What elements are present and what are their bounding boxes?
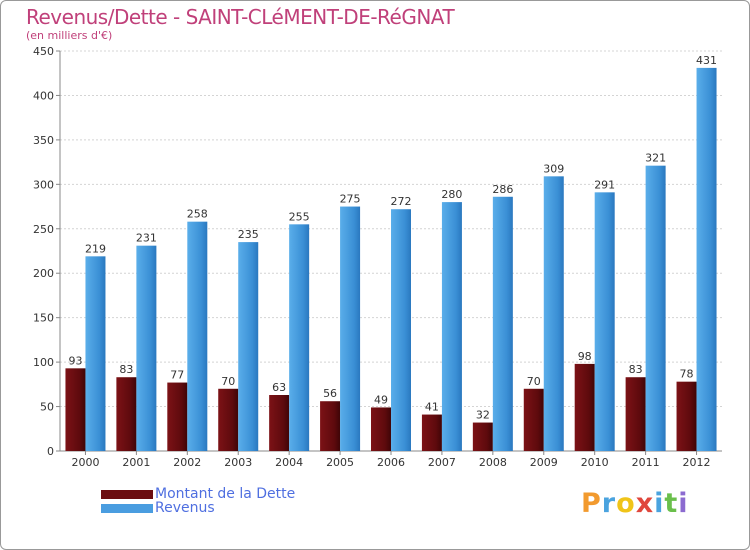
data-label: 291 [594, 178, 615, 191]
data-label: 309 [543, 162, 564, 175]
data-label: 431 [696, 54, 717, 67]
data-label: 235 [238, 228, 259, 241]
data-label: 272 [391, 195, 412, 208]
bar-dette [523, 388, 544, 451]
data-label: 83 [119, 363, 133, 376]
x-tick-label: 2007 [428, 456, 456, 469]
data-label: 98 [578, 350, 592, 363]
x-tick-label: 2005 [326, 456, 354, 469]
bar-dette [625, 377, 646, 451]
bar-dette [421, 414, 442, 451]
axes: 0 50 100 150 200 250 300 350 400 450 2000 2001 2002 2… [33, 45, 722, 469]
data-label: 321 [645, 152, 666, 165]
bar-dette [320, 401, 341, 451]
data-label: 219 [85, 242, 106, 255]
bar-dette [218, 388, 239, 451]
logo-letter: x [635, 488, 655, 519]
bar-revenus [238, 242, 259, 451]
chart-subtitle: (en milliers d'€) [26, 29, 113, 42]
legend-item-revenus: Revenus [101, 500, 215, 516]
bar-dette [116, 377, 137, 451]
x-tick-label: 2003 [224, 456, 252, 469]
logo-letter: r [601, 488, 617, 519]
y-tick-label: 150 [33, 312, 54, 325]
data-label: 258 [187, 208, 208, 221]
bar-dette [371, 407, 391, 451]
data-label: 77 [170, 369, 184, 382]
bar-revenus [543, 176, 564, 452]
data-label: 286 [492, 183, 513, 196]
bar-revenus [187, 221, 208, 451]
data-label: 83 [629, 363, 643, 376]
data-label: 70 [221, 375, 235, 388]
y-tick-label: 350 [33, 134, 54, 147]
legend-swatch-dette [101, 489, 153, 499]
data-label: 275 [340, 193, 361, 206]
proxiti-logo: Proxiti [581, 488, 689, 519]
bar-revenus [136, 245, 157, 451]
y-tick-label: 400 [33, 89, 54, 102]
y-tick-label: 0 [47, 445, 54, 458]
x-tick-label: 2012 [683, 456, 711, 469]
data-label: 280 [441, 188, 462, 201]
y-tick-label: 100 [33, 356, 54, 369]
logo-letter: P [581, 488, 602, 519]
bar-revenus [85, 256, 106, 451]
legend-swatch-revenus [101, 503, 153, 513]
bar-dette [574, 363, 595, 451]
legend-item-dette: Montant de la Dette [101, 486, 296, 502]
x-tick-label: 2011 [632, 456, 660, 469]
bar-revenus [594, 192, 615, 452]
data-label: 93 [68, 354, 82, 367]
data-label: 32 [476, 409, 490, 422]
data-label: 41 [425, 401, 439, 414]
bar-revenus [645, 165, 666, 451]
bar-dette [676, 381, 697, 451]
data-label: 255 [289, 210, 310, 223]
bar-revenus [391, 209, 411, 451]
x-tick-label: 2000 [71, 456, 99, 469]
legend-label-revenus: Revenus [155, 500, 215, 516]
data-label: 49 [374, 393, 388, 406]
logo-letter: o [616, 488, 636, 519]
data-labels: 93 219 83 231 77 258 70 235 63 255 56 275 49 272 41 280… [68, 54, 717, 422]
chart-title: Revenus/Dette - SAINT-CLéMENT-DE-RéGNAT [26, 5, 455, 29]
x-tick-label: 2004 [275, 456, 303, 469]
x-tick-label: 2009 [530, 456, 558, 469]
y-tick-label: 300 [33, 178, 54, 191]
data-label: 231 [136, 232, 157, 245]
y-tick-label: 200 [33, 267, 54, 280]
bar-revenus [289, 224, 310, 451]
logo-letter: t [664, 488, 679, 519]
x-tick-label: 2010 [581, 456, 609, 469]
x-tick-label: 2006 [377, 456, 405, 469]
data-label: 70 [527, 375, 541, 388]
bar-revenus [492, 196, 513, 451]
bar-dette [65, 368, 86, 451]
y-tick-label: 450 [33, 45, 54, 58]
data-label: 56 [323, 387, 337, 400]
legend-label-dette: Montant de la Dette [155, 486, 296, 502]
y-tick-label: 250 [33, 223, 54, 236]
x-tick-label: 2008 [479, 456, 507, 469]
bar-revenus [340, 206, 361, 451]
data-label: 78 [680, 368, 694, 381]
x-tick-label: 2002 [173, 456, 201, 469]
bar-revenus [441, 202, 462, 451]
bar-dette [472, 422, 493, 451]
bar-dette [269, 395, 290, 451]
x-tick-label: 2001 [122, 456, 150, 469]
bar-dette [167, 382, 188, 451]
data-label: 63 [272, 381, 286, 394]
logo-letter: i [654, 488, 665, 519]
logo-letter: i [678, 488, 689, 519]
bar-revenus [696, 67, 717, 451]
bars [65, 67, 717, 452]
y-tick-label: 50 [40, 401, 54, 414]
